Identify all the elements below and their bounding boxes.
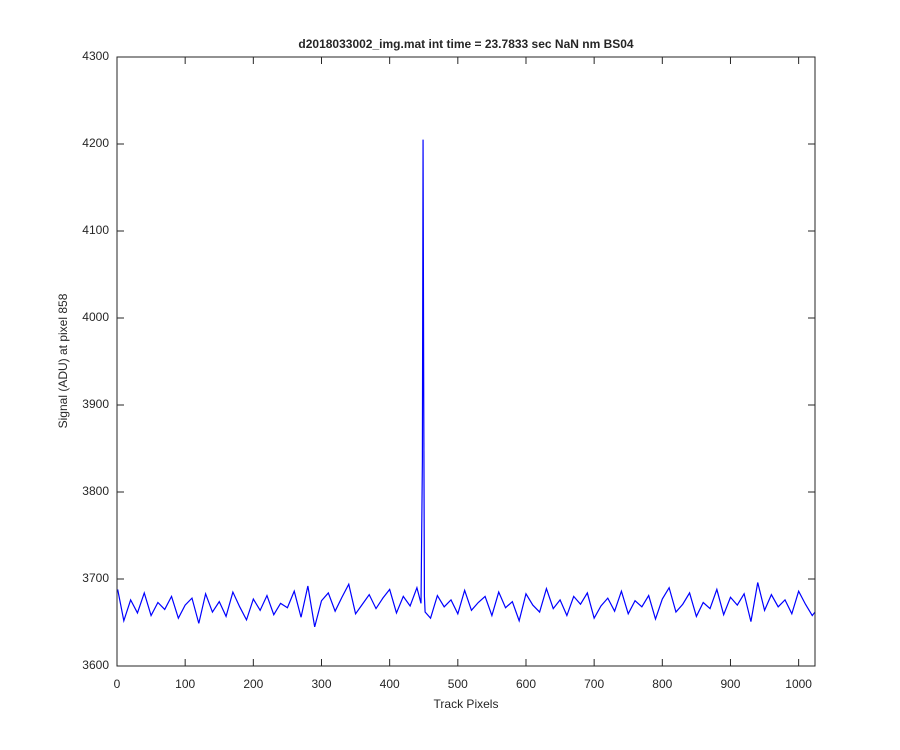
y-tick-label: 3800 [82, 484, 109, 498]
y-tick-label: 4100 [82, 223, 109, 237]
x-tick-label: 300 [311, 677, 331, 691]
x-tick-label: 800 [652, 677, 672, 691]
x-tick-label: 1000 [785, 677, 812, 691]
x-tick-label: 100 [175, 677, 195, 691]
x-tick-label: 400 [380, 677, 400, 691]
axes-box [116, 56, 816, 667]
y-tick-label: 3700 [82, 571, 109, 585]
x-tick-label: 0 [114, 677, 121, 691]
x-tick-label: 900 [720, 677, 740, 691]
data-line [117, 139, 816, 628]
y-tick-label: 4200 [82, 136, 109, 150]
x-tick-label: 600 [516, 677, 536, 691]
y-tick-label: 4300 [82, 49, 109, 63]
x-tick-label: 700 [584, 677, 604, 691]
x-tick-label: 200 [243, 677, 263, 691]
y-tick-label: 3900 [82, 397, 109, 411]
x-axis-label: Track Pixels [434, 697, 499, 711]
x-tick-label: 500 [448, 677, 468, 691]
y-tick-label: 4000 [82, 310, 109, 324]
y-axis-label: Signal (ADU) at pixel 858 [56, 293, 70, 428]
chart-title: d2018033002_img.mat int time = 23.7833 s… [298, 37, 634, 51]
y-tick-label: 3600 [82, 658, 109, 672]
